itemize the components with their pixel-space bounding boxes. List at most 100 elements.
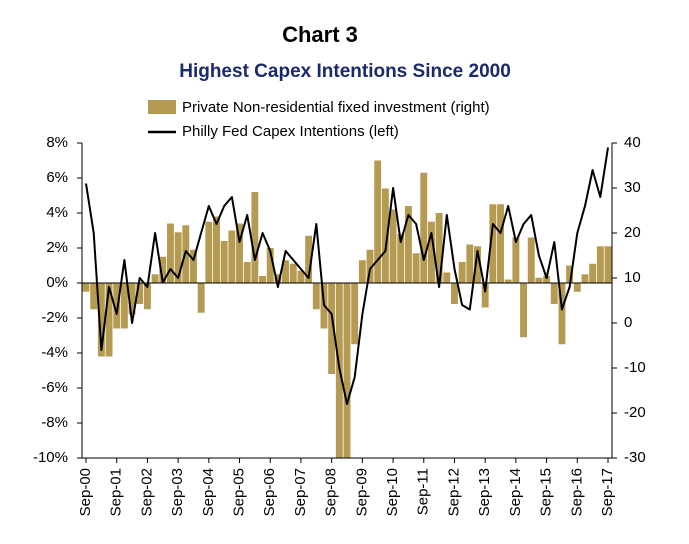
bar — [374, 160, 382, 283]
x-tick-label: Sep-06 — [261, 468, 278, 516]
bar — [82, 283, 90, 292]
bar — [128, 283, 136, 315]
y2-tick-label: 30 — [624, 179, 641, 196]
bar — [366, 249, 374, 283]
bar — [397, 234, 405, 283]
bar — [389, 209, 397, 283]
y-tick-label: 2% — [46, 239, 68, 256]
legend-swatch — [148, 100, 176, 114]
bar — [197, 283, 205, 313]
bar — [136, 283, 144, 304]
bar — [543, 276, 551, 283]
bar — [381, 188, 389, 283]
bar — [266, 248, 274, 283]
bar — [358, 260, 366, 283]
bar — [159, 256, 167, 283]
y-tick-label: 0% — [46, 274, 68, 291]
y-tick-label: -2% — [41, 309, 68, 326]
y-tick-label: -4% — [41, 344, 68, 361]
bar — [604, 246, 612, 283]
y-tick-label: -8% — [41, 414, 68, 431]
y-tick-label: -6% — [41, 379, 68, 396]
y-tick-label: 8% — [46, 134, 68, 151]
x-tick-label: Sep-13 — [476, 468, 493, 516]
bar — [305, 235, 313, 283]
bar — [274, 274, 282, 283]
bar — [297, 270, 305, 283]
y2-tick-label: -10 — [624, 359, 646, 376]
bar — [474, 246, 481, 283]
bar — [228, 230, 236, 283]
bar — [113, 283, 121, 329]
bar — [143, 283, 151, 310]
x-tick-label: Sep-15 — [538, 468, 555, 516]
bar — [481, 283, 489, 308]
bar — [550, 283, 558, 304]
bar — [573, 283, 581, 292]
bar — [243, 262, 251, 283]
legend-label: Philly Fed Capex Intentions (left) — [182, 123, 399, 140]
y-tick-label: 4% — [46, 204, 68, 221]
bar — [236, 223, 243, 283]
bar — [259, 276, 267, 283]
bar — [412, 253, 420, 283]
bar — [489, 204, 497, 283]
y2-tick-label: -20 — [624, 404, 646, 421]
y2-tick-label: 20 — [624, 224, 641, 241]
bar — [312, 283, 320, 310]
bar — [343, 283, 351, 458]
bar — [596, 246, 604, 283]
y2-tick-label: 40 — [624, 134, 641, 151]
bar — [566, 265, 574, 283]
bar — [589, 263, 597, 283]
x-tick-label: Sep-11 — [415, 468, 432, 515]
bar — [289, 263, 297, 283]
x-tick-label: Sep-04 — [200, 468, 217, 516]
x-tick-label: Sep-07 — [292, 468, 309, 516]
line — [85, 147, 609, 405]
bar — [205, 221, 213, 283]
bar — [328, 283, 336, 374]
bar — [527, 237, 535, 283]
bar — [220, 241, 228, 283]
bar — [512, 237, 520, 283]
bar — [504, 279, 512, 283]
x-tick-label: Sep-16 — [568, 468, 585, 516]
bar — [213, 216, 220, 283]
x-tick-label: Sep-00 — [77, 468, 94, 516]
x-tick-label: Sep-17 — [599, 468, 616, 516]
bar — [427, 221, 435, 283]
bar — [466, 244, 474, 283]
bar — [443, 272, 451, 283]
bar — [458, 262, 466, 283]
y2-tick-label: 0 — [624, 314, 632, 331]
bar — [251, 192, 259, 283]
x-tick-label: Sep-12 — [445, 468, 462, 516]
bar — [404, 206, 412, 283]
bar — [105, 283, 113, 357]
x-tick-label: Sep-08 — [323, 468, 340, 516]
bar — [166, 223, 174, 283]
y2-tick-label: -30 — [624, 449, 646, 466]
bar — [97, 283, 105, 357]
bar — [351, 283, 359, 345]
x-tick-label: Sep-03 — [169, 468, 186, 516]
bar — [535, 277, 543, 283]
bar — [497, 204, 504, 283]
x-tick-label: Sep-02 — [138, 468, 155, 516]
x-tick-label: Sep-14 — [507, 468, 524, 516]
chart-title: Chart 3 — [282, 22, 358, 47]
x-tick-label: Sep-09 — [353, 468, 370, 516]
bar — [435, 213, 443, 283]
bar — [420, 172, 428, 283]
x-tick-label: Sep-01 — [108, 468, 125, 516]
bar — [581, 274, 589, 283]
x-tick-label: Sep-10 — [384, 468, 401, 516]
bar — [451, 283, 458, 304]
bar — [190, 249, 197, 283]
bar — [520, 283, 528, 338]
bar — [120, 283, 128, 329]
bar — [558, 283, 566, 345]
bar — [90, 283, 98, 310]
